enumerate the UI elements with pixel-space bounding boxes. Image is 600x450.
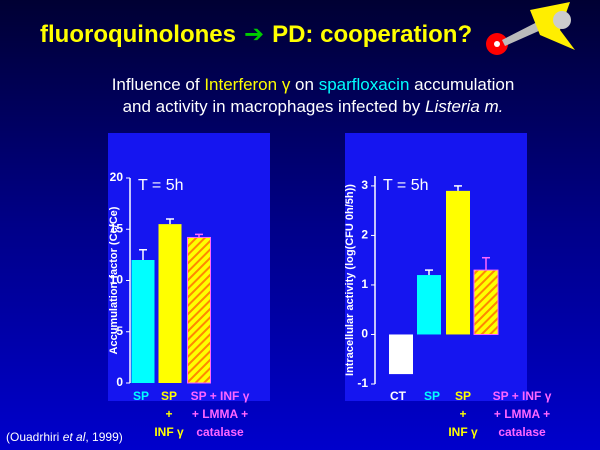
subtitle-part: Interferon γ <box>204 75 290 94</box>
y-tick-label: 15 <box>110 221 124 235</box>
subtitle: Influence of Interferon γ on sparfloxaci… <box>112 75 515 94</box>
x-tick-label: SP <box>424 389 440 403</box>
y-tick-label: 3 <box>361 178 368 192</box>
subtitle-part: Listeria m. <box>425 97 503 116</box>
x-tick-label: SP <box>133 389 149 403</box>
subtitle: and activity in macrophages infected by … <box>123 97 504 116</box>
y-tick-label: 20 <box>110 170 124 184</box>
x-tick-label: + <box>165 407 172 421</box>
x-tick-label: catalase <box>196 425 244 439</box>
y-axis-label: Intracellular activity (log(CFU 0h/5h)) <box>344 184 356 376</box>
bar <box>389 334 413 375</box>
subtitle-part: and activity in macrophages infected by <box>123 97 425 116</box>
logo <box>486 2 575 55</box>
bar <box>131 260 155 383</box>
y-tick-label: 2 <box>361 228 368 242</box>
y-tick-label: 1 <box>361 277 368 291</box>
y-tick-label: 10 <box>110 273 124 287</box>
subtitle-part: on <box>290 75 318 94</box>
x-tick-label: + <box>459 407 466 421</box>
x-tick-label: SP <box>161 389 177 403</box>
citation-part: , 1999) <box>85 430 122 444</box>
x-tick-label: catalase <box>498 425 546 439</box>
title-part: fluoroquinolones <box>40 21 236 48</box>
slide-title: fluoroquinolones ➔ PD: cooperation? <box>40 21 472 48</box>
bar <box>417 275 441 335</box>
y-tick-label: 5 <box>116 324 123 338</box>
x-tick-label: + LMMA + <box>192 407 248 421</box>
x-tick-label: INF γ <box>154 425 184 439</box>
annotation: T = 5h <box>383 177 429 194</box>
y-tick-label: 0 <box>361 327 368 341</box>
y-tick-label: 0 <box>116 375 123 389</box>
bar <box>187 236 211 384</box>
y-axis-label: Accumulation factor (Cc/Ce) <box>108 206 120 354</box>
citation: (Ouadrhiri et al, 1999) <box>6 430 123 444</box>
annotation: T = 5h <box>138 177 184 194</box>
panel <box>345 133 527 401</box>
citation-part: et al <box>63 430 86 444</box>
x-tick-label: SP + INF γ <box>191 389 250 403</box>
x-tick-label: + LMMA + <box>494 407 550 421</box>
x-tick-label: SP + INF γ <box>493 389 552 403</box>
x-tick-label: CT <box>390 389 407 403</box>
citation-part: (Ouadrhiri <box>6 430 63 444</box>
subtitle-part: Influence of <box>112 75 205 94</box>
subtitle-part: sparfloxacin <box>319 75 410 94</box>
bar <box>158 224 182 383</box>
x-tick-label: INF γ <box>448 425 478 439</box>
subtitle-part: accumulation <box>409 75 514 94</box>
title-part: ➔ <box>244 21 264 48</box>
y-tick-label: -1 <box>357 376 368 390</box>
bar <box>473 269 499 335</box>
x-tick-label: SP <box>455 389 471 403</box>
title-part: PD: cooperation? <box>272 21 472 48</box>
bar <box>446 190 470 335</box>
